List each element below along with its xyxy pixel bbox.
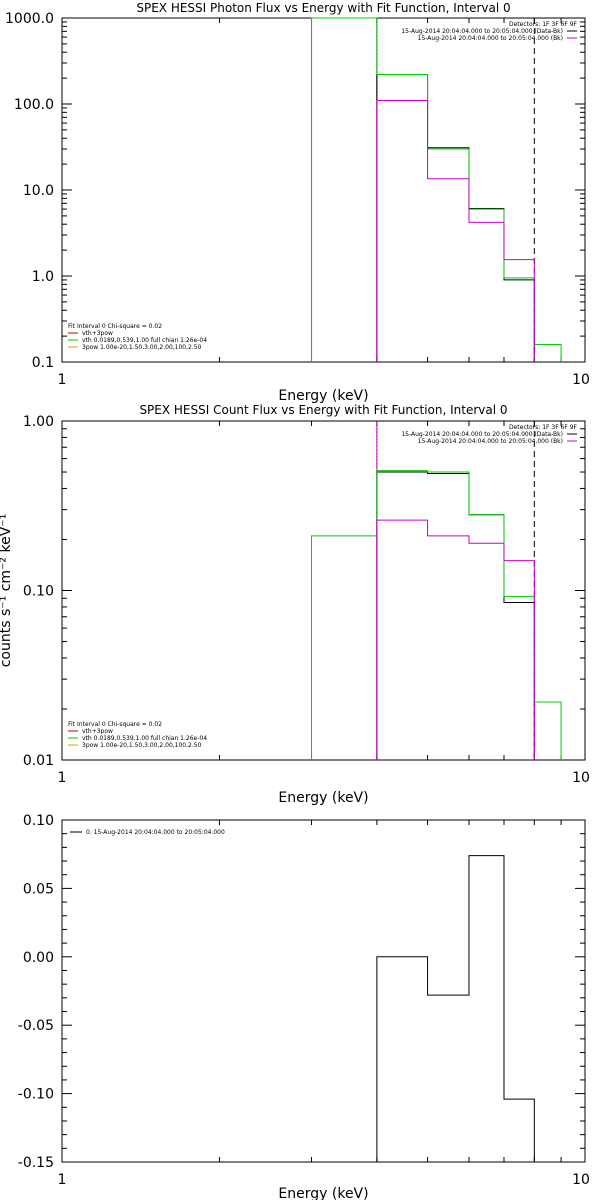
chart-title: SPEX HESSI Photon Flux vs Energy with Fi…: [136, 1, 510, 15]
series-2-histogram: [311, 17, 562, 362]
chart-panel-3: 1 10 Energy (keV) -0.15 -0.10 -0.05 0.00 0.05 0.…: [18, 813, 590, 1202]
y-tick-label: -0.05: [18, 1018, 54, 1034]
plot-frame: [61, 420, 586, 761]
legend-bottom-entry: 3pow 1.00e-20,1.50,3.00,2.00,100,2.50: [82, 344, 202, 351]
x-tick-label: 1: [58, 1172, 67, 1188]
series-1-histogram: [376, 471, 535, 760]
legend-bottom-entry: vth 0.0189,0.539,1.00 full chian 1.26e-0…: [82, 337, 207, 344]
chart-panel-1: SPEX HESSI Photon Flux vs Energy with Fi…: [5, 1, 590, 404]
legend-top-entry: 15-Aug-2014 20:04:04.000 to 20:05:04.000…: [418, 438, 563, 445]
y-tick-label: 0.00: [23, 950, 54, 966]
y-tick-label: 1.00: [23, 414, 54, 430]
x-tick-label: 10: [572, 1172, 590, 1188]
chart-title: SPEX HESSI Count Flux vs Energy with Fit…: [139, 403, 507, 417]
plot-frame: [61, 819, 586, 1163]
legend-bottom-header: Fit Interval 0 Chi-square = 0.02: [68, 721, 162, 728]
legend-top-header: Detectors: 1F 3F 6F 9F: [509, 21, 578, 28]
legend-top-entry: 15-Aug-2014 20:04:04.000 to 20:05:04.000…: [418, 35, 563, 42]
series-3-histogram: [376, 99, 535, 362]
y-axis-label: counts s⁻¹ cm⁻² keV⁻¹: [0, 514, 14, 668]
y-tick-label: 0.05: [23, 881, 54, 897]
y-tick-label: 0.10: [23, 584, 54, 600]
plot-frame: [61, 17, 586, 363]
series-2-histogram: [311, 470, 562, 760]
y-tick-label: 0.10: [23, 813, 54, 829]
legend-top-entry: 15-Aug-2014 20:04:04.000 to 20:05:04.000…: [401, 431, 563, 438]
y-tick-label: 100.0: [14, 97, 54, 113]
y-tick-label: 1000.0: [5, 11, 54, 27]
legend-bottom-entry: vth+3pow: [82, 728, 113, 735]
x-axis-label: Energy (keV): [278, 1186, 368, 1200]
legend-bottom-header: Fit Interval 0 Chi-square = 0.02: [68, 323, 162, 330]
x-tick-label: 1: [58, 770, 67, 786]
y-tick-label: 0.1: [32, 355, 54, 371]
x-tick-label: 1: [58, 372, 67, 388]
y-tick-label: -0.10: [18, 1087, 54, 1103]
x-tick-label: 10: [572, 770, 590, 786]
x-axis-label: Energy (keV): [278, 388, 368, 404]
legend-top-entry: 15-Aug-2014 20:04:04.000 to 20:05:04.000…: [401, 28, 563, 35]
chart-panel-2: SPEX HESSI Count Flux vs Energy with Fit…: [0, 403, 590, 806]
legend-bottom-entry: vth+3pow: [82, 330, 113, 337]
legend-bottom-entry: vth 0.0189,0.539,1.00 full chian 1.26e-0…: [82, 735, 207, 742]
legend-top-entry: 0. 15-Aug-2014 20:04:04.000 to 20:05:04.…: [86, 829, 225, 836]
series-3-histogram: [376, 519, 535, 760]
legend-top-header: Detectors: 1F 3F 6F 9F: [509, 424, 578, 431]
y-tick-label: 0.01: [23, 753, 54, 769]
y-tick-label: 10.0: [23, 183, 54, 199]
x-axis-label: Energy (keV): [278, 790, 368, 806]
y-tick-label: -0.15: [18, 1155, 54, 1171]
legend-bottom-entry: 3pow 1.00e-20,1.50,3.00,2.00,100,2.50: [82, 742, 202, 749]
series-1-histogram: [376, 74, 535, 362]
y-tick-label: 1.0: [32, 269, 54, 285]
x-tick-label: 10: [572, 372, 590, 388]
series-1-histogram: [376, 855, 535, 1162]
